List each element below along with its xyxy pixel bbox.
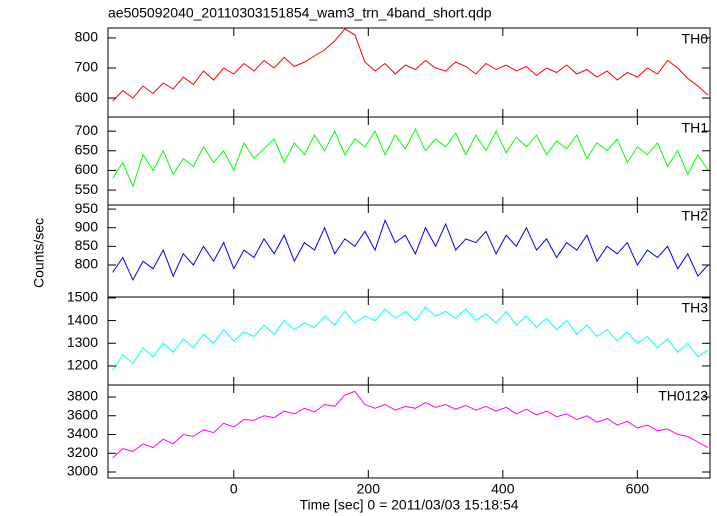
series-label: TH3 <box>682 300 709 316</box>
y-tick-label: 600 <box>75 161 99 177</box>
y-tick-label: 3600 <box>67 406 98 422</box>
series-line <box>112 218 709 282</box>
y-tick-label: 3800 <box>67 388 98 404</box>
y-tick-label: 3000 <box>67 463 98 479</box>
x-tick-label: 400 <box>491 481 515 497</box>
series-line <box>112 390 709 459</box>
y-tick-label: 550 <box>75 181 99 197</box>
panel-frame <box>107 27 711 118</box>
y-tick-label: 700 <box>75 59 99 75</box>
panel-frame <box>107 384 711 479</box>
y-tick-label: 1500 <box>67 289 98 305</box>
y-tick-label: 3400 <box>67 425 98 441</box>
series-line <box>112 128 709 188</box>
panel-frame <box>107 116 711 206</box>
y-tick-label: 600 <box>75 89 99 105</box>
x-tick-label: 200 <box>357 481 381 497</box>
series-line <box>112 306 709 371</box>
y-tick-label: 900 <box>75 218 99 234</box>
x-tick-label: 0 <box>230 481 238 497</box>
series-label: TH2 <box>682 208 709 224</box>
y-tick-label: 1400 <box>67 311 98 327</box>
series-line <box>112 28 709 102</box>
series-label: TH0 <box>682 31 709 47</box>
y-tick-label: 950 <box>75 200 99 216</box>
y-tick-label: 700 <box>75 122 99 138</box>
series-label: TH1 <box>682 120 709 136</box>
y-axis-label: Counts/sec <box>31 218 47 288</box>
chart-title: ae505092040_20110303151854_wam3_trn_4ban… <box>108 5 492 21</box>
y-tick-label: 800 <box>75 256 99 272</box>
y-tick-label: 800 <box>75 29 99 45</box>
y-tick-label: 1200 <box>67 357 98 373</box>
y-tick-label: 3200 <box>67 444 98 460</box>
y-tick-label: 650 <box>75 141 99 157</box>
y-tick-label: 850 <box>75 237 99 253</box>
series-label: TH0123 <box>658 388 708 404</box>
x-tick-label: 600 <box>626 481 650 497</box>
x-axis-label: Time [sec] 0 = 2011/03/03 15:18:54 <box>299 497 518 513</box>
y-tick-label: 1300 <box>67 334 98 350</box>
